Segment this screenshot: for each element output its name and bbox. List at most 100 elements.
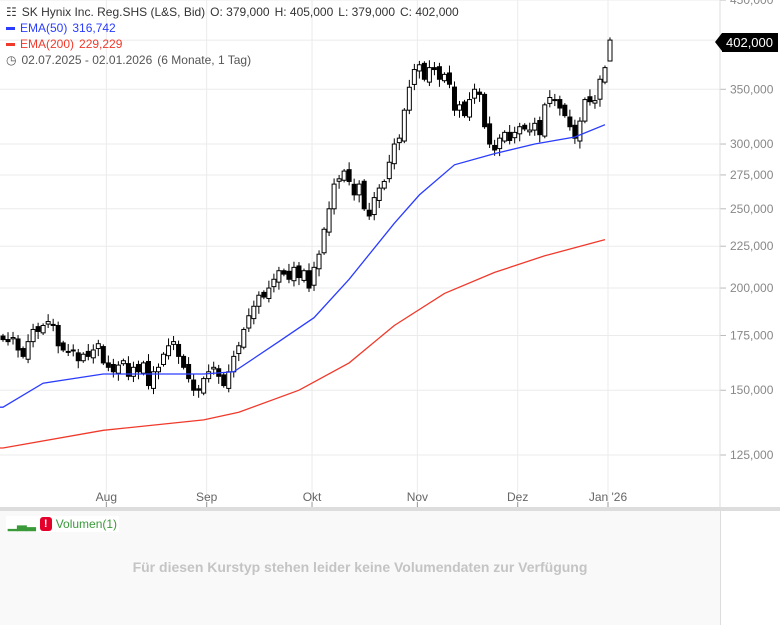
instrument-title: SK Hynix Inc. Reg.SHS (L&S, Bid): [21, 5, 206, 19]
candle-up: [95, 343, 101, 350]
candle-down: [477, 91, 483, 95]
candle-up: [206, 371, 212, 380]
legend-ema200[interactable]: EMA(200) 229,229: [6, 37, 122, 51]
candle-down: [492, 144, 498, 151]
candle-up: [140, 362, 146, 374]
candle-down: [100, 346, 106, 364]
candle-down: [346, 169, 352, 182]
price-chart[interactable]: 125,000 150,000 175,000 200,000 225,000 250,0…: [0, 0, 780, 510]
candle-down: [191, 379, 197, 391]
candle-up: [161, 353, 167, 365]
bar-chart-icon: ▁▃▂: [8, 517, 36, 531]
candle-up: [502, 131, 508, 142]
candle-up: [226, 371, 232, 389]
candle-down: [361, 180, 367, 210]
candle-up: [241, 328, 247, 348]
candle-up: [80, 353, 86, 362]
pane-divider[interactable]: [0, 507, 780, 511]
candle-up: [607, 39, 613, 62]
candle-up: [577, 120, 583, 142]
clock-icon: ◷: [6, 53, 17, 67]
ema50-line: [0, 124, 606, 408]
warning-icon: !: [39, 517, 52, 531]
y-tick-label: 150,000: [730, 383, 774, 397]
volume-pane: ▁▃▂ ! Volumen(1) Für diesen Kurstyp steh…: [0, 511, 721, 625]
last-price-marker: 402,000: [715, 33, 778, 52]
y-tick-label: 125,000: [730, 448, 774, 462]
chart-legend-instrument: ☷ SK Hynix Inc. Reg.SHS (L&S, Bid) O: 37…: [6, 5, 459, 19]
x-tick-label: Okt: [303, 490, 322, 504]
candle-up: [381, 180, 387, 189]
candle-up: [266, 287, 272, 299]
candle-up: [341, 170, 347, 181]
candle-down: [366, 209, 372, 217]
candle-down: [482, 93, 488, 128]
candle-down: [50, 323, 56, 326]
x-tick-label: Nov: [407, 490, 428, 504]
candle-up: [547, 96, 553, 104]
candle-up: [386, 161, 392, 180]
candle-down: [20, 348, 26, 357]
candle-up: [441, 73, 447, 82]
candle-up: [45, 321, 51, 325]
candle-up: [316, 253, 322, 270]
candle-down: [296, 265, 302, 279]
volume-unavailable-message: Für diesen Kurstyp stehen leider keine V…: [132, 559, 588, 575]
candle-up: [472, 88, 478, 99]
ohlc-close: C: 402,000: [400, 5, 459, 19]
candle-down: [186, 363, 192, 380]
candle-up: [236, 345, 242, 355]
volume-label: Volumen(1): [55, 517, 118, 531]
range-description: (6 Monate, 1 Tag): [157, 53, 252, 67]
y-tick-label: 450,000: [730, 0, 774, 7]
y-tick-label: 300,000: [730, 137, 774, 151]
ema200-label: EMA(200): [20, 37, 75, 51]
y-tick-label: 250,000: [730, 202, 774, 216]
candle-up: [246, 315, 252, 329]
candle-down: [421, 62, 427, 80]
candle-down: [522, 124, 528, 130]
y-tick-label: 175,000: [730, 328, 774, 342]
volume-legend[interactable]: ▁▃▂ ! Volumen(1): [6, 516, 120, 532]
candle-down: [281, 270, 287, 275]
ema200-value: 229,229: [79, 37, 123, 51]
candle-down: [135, 363, 141, 373]
candle-down: [286, 270, 292, 280]
candle-down: [221, 374, 227, 387]
candle-up: [592, 100, 598, 104]
candle-up: [552, 99, 558, 102]
candle-up: [542, 104, 548, 137]
ema50-value: 316,742: [72, 21, 116, 35]
ohlc-low: L: 379,000: [338, 5, 395, 19]
candle-up: [231, 355, 237, 373]
ohlc-open: O: 379,000: [210, 5, 270, 19]
candle-down: [431, 67, 437, 71]
ohlc-high: H: 405,000: [274, 5, 334, 19]
candle-up: [457, 104, 463, 111]
candle-down: [125, 363, 131, 377]
candle-down: [446, 72, 452, 85]
candle-down: [15, 338, 21, 351]
candle-up: [211, 366, 217, 370]
candle-up: [40, 324, 46, 334]
candle-down: [176, 343, 182, 357]
candle-up: [401, 109, 407, 142]
legend-ema50[interactable]: EMA(50) 316,742: [6, 21, 116, 35]
candle-down: [487, 123, 493, 145]
candle-up: [156, 366, 162, 373]
candle-up: [115, 364, 121, 374]
candle-up: [25, 341, 31, 360]
y-tick-label: 225,000: [730, 239, 774, 253]
candle-up: [497, 137, 503, 150]
candle-up: [10, 337, 16, 340]
candle-down: [65, 350, 71, 353]
candlestick-icon: ☷: [6, 5, 17, 19]
candle-up: [150, 371, 156, 389]
candle-up: [512, 131, 518, 139]
candle-down: [572, 124, 578, 139]
candle-down: [5, 339, 11, 343]
date-range: 02.07.2025 - 02.01.2026: [21, 53, 153, 67]
x-tick-label: Jan '26: [589, 490, 628, 504]
candle-up: [301, 270, 307, 281]
candle-up: [371, 197, 377, 216]
